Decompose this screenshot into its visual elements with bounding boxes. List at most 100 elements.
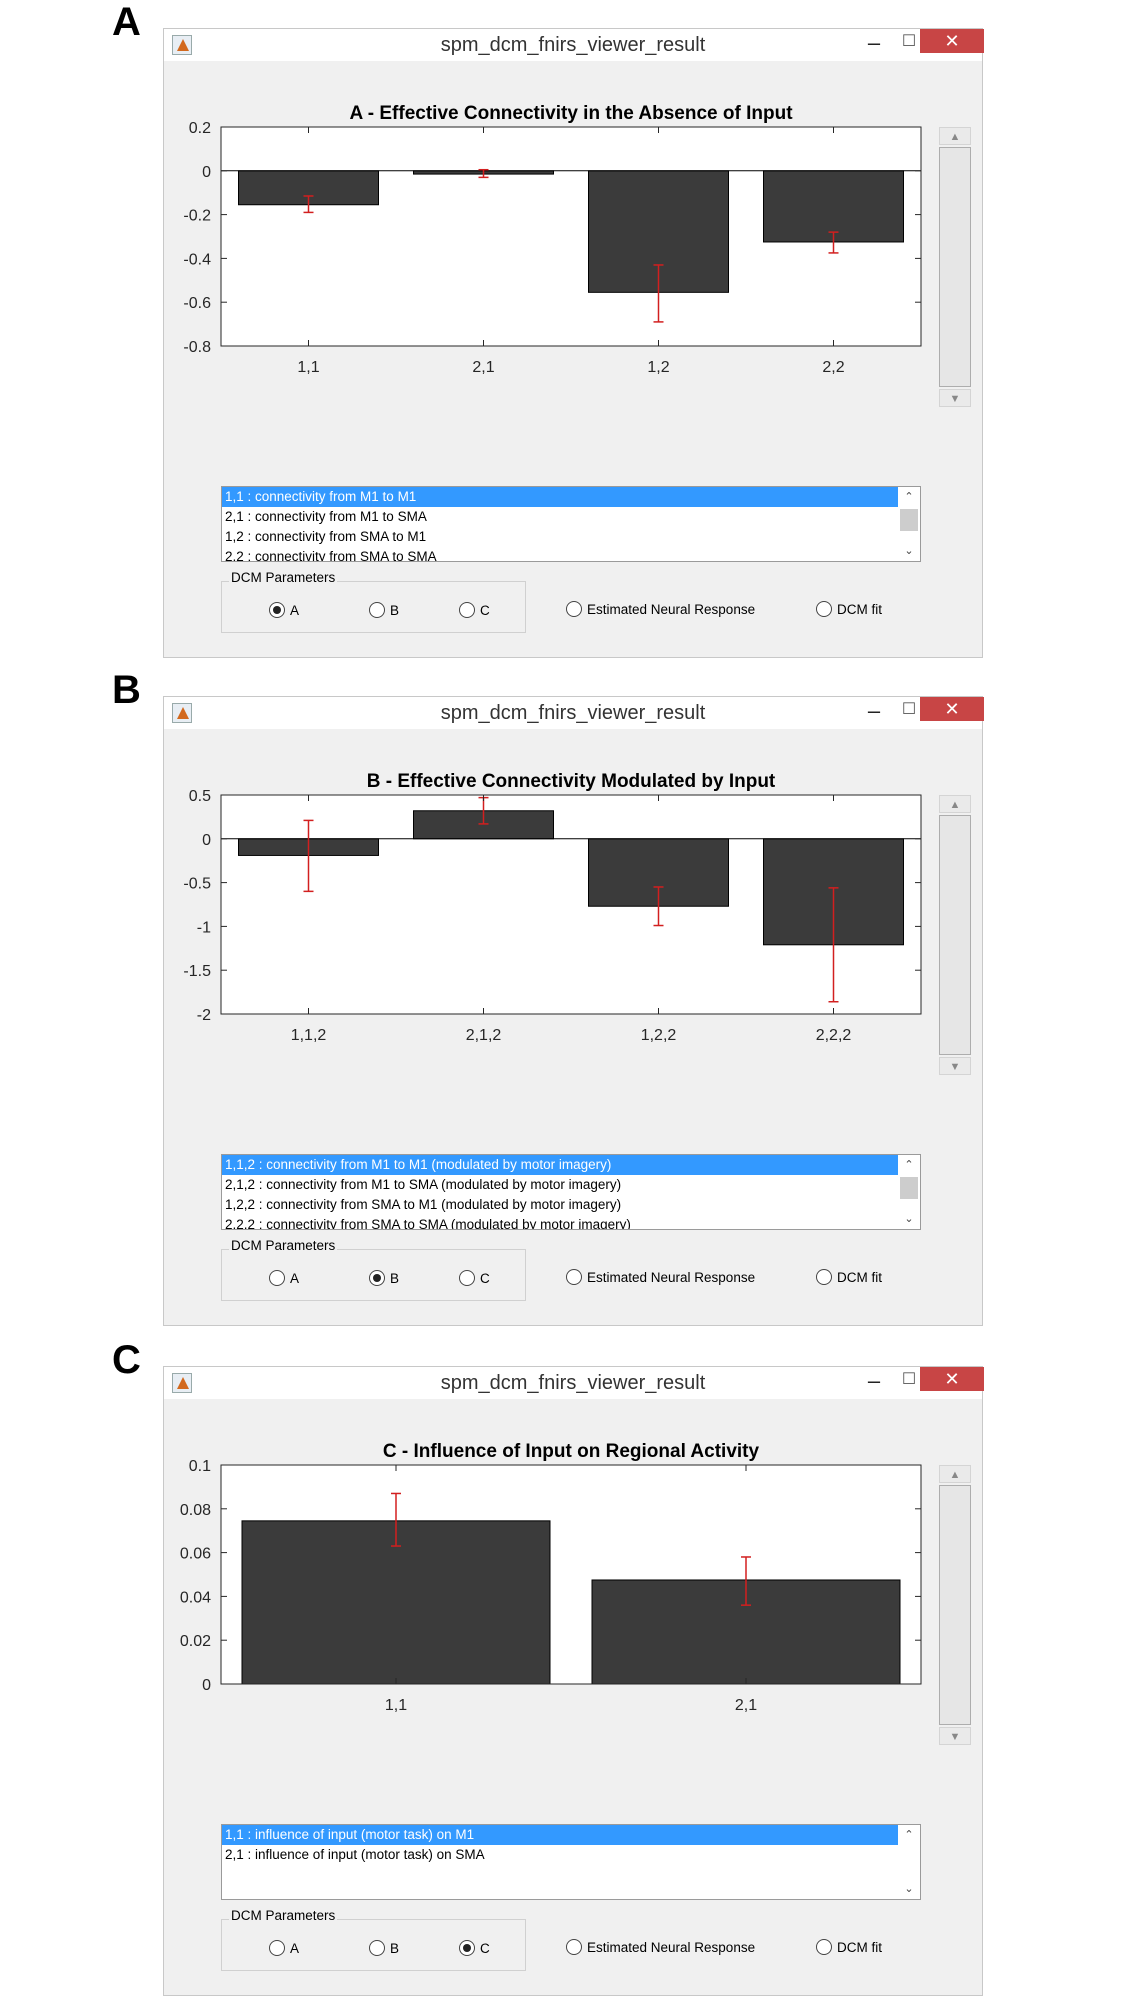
chevron-up-icon[interactable]: ⌃ [904,1159,914,1171]
radio-circle-icon[interactable] [269,1940,285,1956]
chevron-down-icon[interactable]: ⌄ [904,1213,914,1225]
parameter-listbox[interactable]: 1,1 : influence of input (motor task) on… [221,1824,921,1900]
listbox-scroll-thumb[interactable] [900,509,918,531]
radio-circle-icon[interactable] [459,1940,475,1956]
radio-estimated-neural-response[interactable]: Estimated Neural Response [566,1937,755,1957]
radio-c[interactable]: C [459,600,490,620]
listbox-scrollbar[interactable]: ⌃ ⌄ [898,487,920,561]
list-item[interactable]: 1,1 : influence of input (motor task) on… [222,1825,905,1845]
minimize-button[interactable]: – [867,698,881,723]
radio-circle-icon[interactable] [269,1270,285,1286]
minimize-button[interactable]: – [867,30,881,55]
y-tick-label: 0.06 [180,1546,211,1563]
matlab-icon[interactable] [172,1373,192,1393]
plot-frame [220,794,922,1015]
radio-label: B [390,1270,400,1286]
list-item[interactable]: 1,2,2 : connectivity from SMA to M1 (mod… [225,1197,622,1212]
slider-down-arrow-icon[interactable]: ▼ [939,1727,971,1745]
radio-label: C [480,1270,490,1286]
radio-b[interactable]: B [369,600,399,620]
list-item[interactable]: 2,1,2 : connectivity from M1 to SMA (mod… [225,1177,622,1192]
listbox-scrollbar[interactable]: ⌃ ⌄ [898,1825,920,1899]
panel-letter: A [112,0,141,44]
slider-down-arrow-icon[interactable]: ▼ [939,1057,971,1075]
minimize-button[interactable]: – [867,1368,881,1393]
close-button[interactable]: ✕ [920,697,984,721]
slider-track[interactable] [939,815,971,1055]
slider-track[interactable] [939,1485,971,1725]
error-bar [741,1556,751,1606]
radio-c[interactable]: C [459,1938,490,1958]
slider-track[interactable] [939,147,971,387]
vertical-slider[interactable]: ▲ ▼ [939,127,971,407]
dcm-parameters-group: DCM Parameters A B C [221,1238,526,1301]
radio-circle-icon[interactable] [369,1270,385,1286]
radio-circle-icon[interactable] [459,1270,475,1286]
chevron-up-icon[interactable]: ⌃ [904,1829,914,1841]
parameter-listbox[interactable]: 1,1 : connectivity from M1 to M1 2,1 : co… [221,486,921,562]
matlab-icon[interactable] [172,35,192,55]
close-button[interactable]: ✕ [920,1367,984,1391]
vertical-slider[interactable]: ▲ ▼ [939,795,971,1075]
radio-dcm-fit[interactable]: DCM fit [816,1267,882,1287]
radio-circle-icon[interactable] [566,1269,582,1285]
y-tick-label: 0.5 [189,788,211,805]
radio-circle-icon[interactable] [566,601,582,617]
radio-circle-icon[interactable] [369,602,385,618]
slider-up-arrow-icon[interactable]: ▲ [939,127,971,145]
list-item[interactable]: 1,2 : connectivity from SMA to M1 [225,529,427,544]
list-item[interactable]: 1,1 : connectivity from M1 to M1 [222,487,905,507]
maximize-button[interactable]: ☐ [901,701,917,718]
radio-a[interactable]: A [269,600,299,620]
radio-estimated-neural-response[interactable]: Estimated Neural Response [566,1267,755,1287]
list-item[interactable]: 2,2 : connectivity from SMA to SMA [225,549,437,562]
error-bar [653,264,664,323]
error-bar [303,819,314,893]
y-tick-label: 0.1 [189,1458,211,1475]
radio-c[interactable]: C [459,1268,490,1288]
radio-label: A [290,602,300,618]
maximize-button[interactable]: ☐ [901,33,917,50]
radio-circle-icon[interactable] [566,1939,582,1955]
list-item[interactable]: 2,1 : influence of input (motor task) on… [225,1847,485,1862]
matlab-icon[interactable] [172,703,192,723]
slider-up-arrow-icon[interactable]: ▲ [939,795,971,813]
listbox-scroll-thumb[interactable] [900,1177,918,1199]
viewer-window: spm_dcm_fnirs_viewer_result – ☐ ✕ A - Effect… [163,28,984,658]
vertical-slider[interactable]: ▲ ▼ [939,1465,971,1745]
radio-circle-icon[interactable] [269,602,285,618]
slider-down-arrow-icon[interactable]: ▼ [939,389,971,407]
x-tick-label: 2,1 [472,359,494,376]
slider-up-arrow-icon[interactable]: ▲ [939,1465,971,1483]
y-tick-label: 0 [202,832,211,849]
radio-a[interactable]: A [269,1938,299,1958]
radio-circle-icon[interactable] [816,1939,832,1955]
radio-a[interactable]: A [269,1268,299,1288]
maximize-button[interactable]: ☐ [901,1371,917,1388]
chevron-down-icon[interactable]: ⌄ [904,1883,914,1895]
close-button[interactable]: ✕ [920,29,984,53]
chevron-up-icon[interactable]: ⌃ [904,491,914,503]
title-bar[interactable]: spm_dcm_fnirs_viewer_result – ☐ ✕ [164,29,984,61]
list-item[interactable]: 1,1,2 : connectivity from M1 to M1 (modu… [222,1155,905,1175]
list-item[interactable]: 2,2,2 : connectivity from SMA to SMA (mo… [225,1217,631,1230]
radio-estimated-neural-response[interactable]: Estimated Neural Response [566,599,755,619]
parameter-listbox[interactable]: 1,1,2 : connectivity from M1 to M1 (modu… [221,1154,921,1230]
radio-circle-icon[interactable] [816,601,832,617]
error-bar [828,887,839,1003]
list-item[interactable]: 2,1 : connectivity from M1 to SMA [225,509,427,524]
listbox-scrollbar[interactable]: ⌃ ⌄ [898,1155,920,1229]
radio-circle-icon[interactable] [459,602,475,618]
chevron-down-icon[interactable]: ⌄ [904,545,914,557]
error-bar [391,1492,401,1547]
error-bar [828,231,839,254]
radio-b[interactable]: B [369,1938,399,1958]
radio-dcm-fit[interactable]: DCM fit [816,1937,882,1957]
radio-circle-icon[interactable] [816,1269,832,1285]
x-tick-label: 1,1 [297,359,319,376]
title-bar[interactable]: spm_dcm_fnirs_viewer_result – ☐ ✕ [164,1367,984,1399]
radio-circle-icon[interactable] [369,1940,385,1956]
radio-b[interactable]: B [369,1268,399,1288]
title-bar[interactable]: spm_dcm_fnirs_viewer_result – ☐ ✕ [164,697,984,729]
radio-dcm-fit[interactable]: DCM fit [816,599,882,619]
